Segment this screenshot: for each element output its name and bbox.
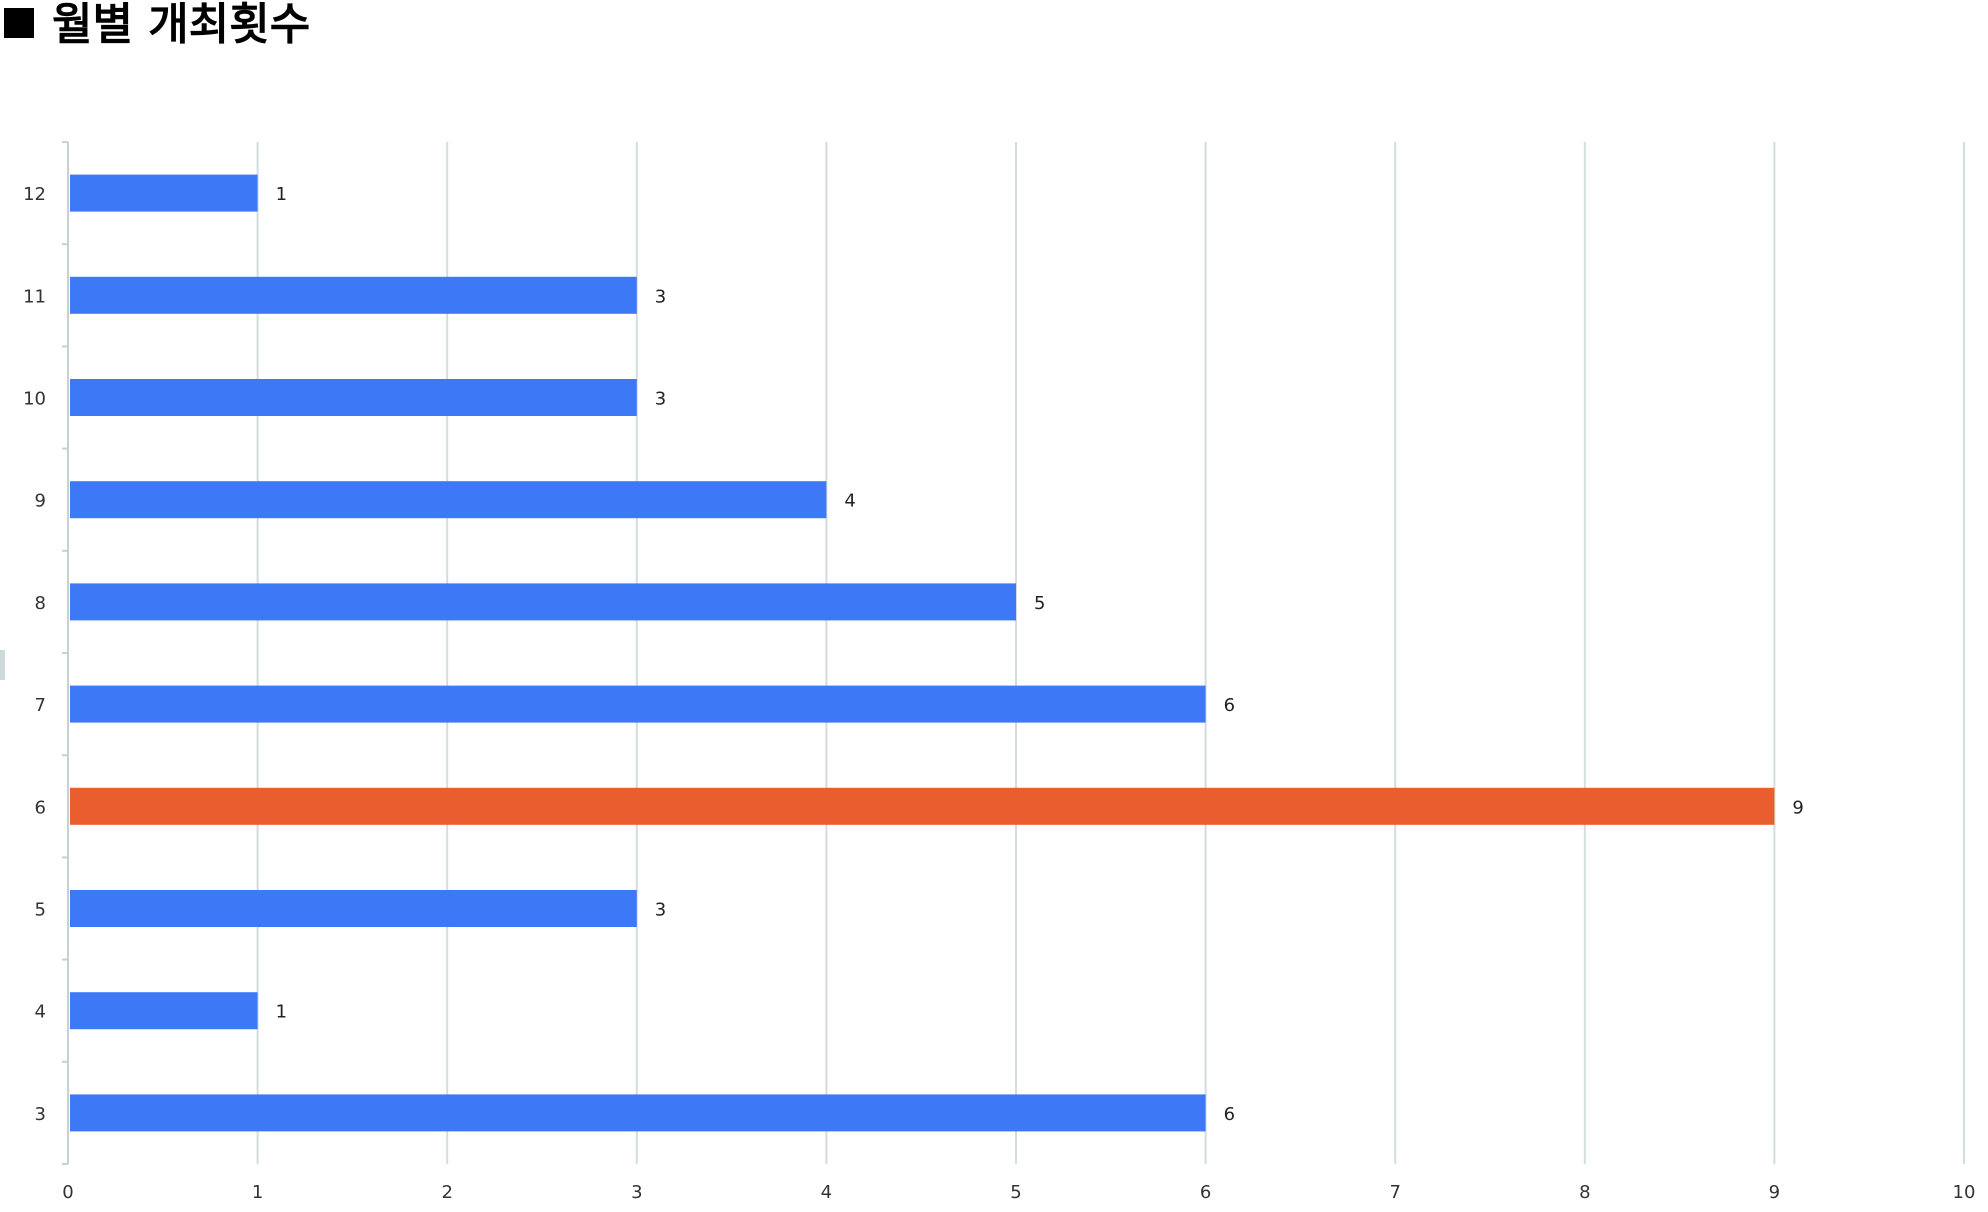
- x-tick-label: 7: [1389, 1182, 1400, 1203]
- bar-9: [70, 481, 827, 519]
- data-label: 6: [1224, 695, 1235, 716]
- y-tick-label: 10: [23, 389, 46, 410]
- y-tick-label: 12: [23, 184, 46, 205]
- y-tick-label: 6: [35, 797, 46, 818]
- y-tick-label: 11: [23, 286, 46, 307]
- axes: [62, 141, 69, 1165]
- data-label: 5: [1034, 593, 1045, 614]
- bar-5: [70, 890, 637, 927]
- y-tick-label: 7: [35, 695, 46, 716]
- data-label: 9: [1792, 797, 1803, 818]
- x-tick-label: 6: [1200, 1182, 1211, 1203]
- chart-title: 월별 개최횟수: [4, 0, 310, 50]
- bar-11: [70, 276, 637, 314]
- data-label: 3: [655, 286, 666, 307]
- bars: [70, 174, 1775, 1132]
- y-tick-label: 3: [35, 1104, 46, 1125]
- bar-6: [70, 787, 1775, 825]
- bar-7: [70, 685, 1206, 723]
- bar-4: [70, 992, 258, 1030]
- data-label: 3: [655, 900, 666, 921]
- edge-marker: [0, 650, 5, 680]
- y-tick-label: 8: [35, 593, 46, 614]
- square-bullet-icon: [4, 8, 34, 38]
- bar-8: [70, 583, 1016, 621]
- data-label: 3: [655, 389, 666, 410]
- bar-12: [70, 174, 258, 212]
- data-label: 1: [276, 184, 287, 205]
- chart-title-text: 월별 개최횟수: [52, 0, 311, 50]
- data-label: 6: [1224, 1104, 1235, 1125]
- x-tick-label: 8: [1579, 1182, 1590, 1203]
- data-label: 1: [276, 1002, 287, 1023]
- x-tick-label: 5: [1010, 1182, 1021, 1203]
- x-tick-label: 9: [1769, 1182, 1780, 1203]
- bar-10: [70, 379, 637, 416]
- x-tick-label: 0: [62, 1182, 73, 1203]
- x-tick-label: 3: [631, 1182, 642, 1203]
- y-tick-label: 5: [35, 900, 46, 921]
- y-tick-label: 9: [35, 491, 46, 512]
- x-tick-label: 4: [821, 1182, 832, 1203]
- x-tick-label: 10: [1953, 1182, 1976, 1203]
- bar-3: [70, 1094, 1206, 1132]
- x-tick-label: 1: [252, 1182, 263, 1203]
- data-label: 4: [844, 491, 855, 512]
- y-tick-label: 4: [35, 1002, 46, 1023]
- labels: 0 1 2 3 4 5 6 7 8 9 103 64 15 36 97 68 59 410 311 312 1: [23, 184, 1975, 1203]
- x-tick-label: 2: [441, 1182, 452, 1203]
